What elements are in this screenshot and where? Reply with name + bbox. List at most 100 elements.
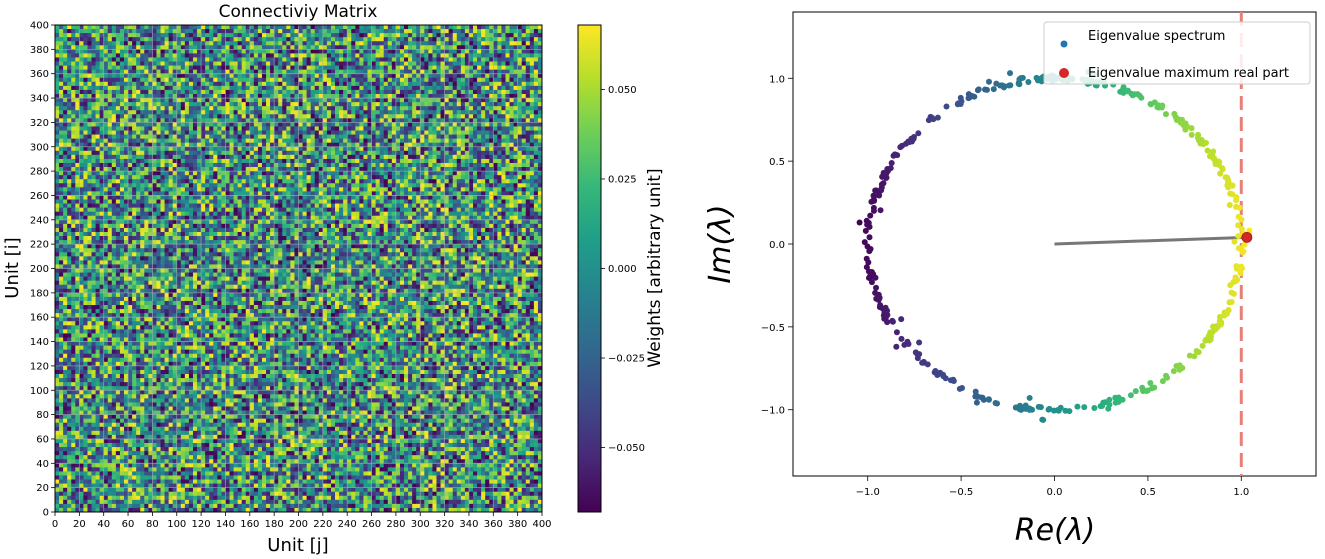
heatmap-cell bbox=[436, 171, 441, 176]
heatmap-cell bbox=[79, 122, 84, 127]
heatmap-cell bbox=[201, 146, 206, 152]
heatmap-cell bbox=[115, 162, 121, 168]
heatmap-cell bbox=[464, 130, 470, 135]
heatmap-cell bbox=[115, 142, 121, 148]
heatmap-cell bbox=[318, 85, 324, 91]
heatmap-cell bbox=[286, 134, 291, 139]
heatmap-cell bbox=[379, 179, 385, 184]
heatmap-cell bbox=[241, 61, 247, 66]
heatmap-cell bbox=[136, 114, 141, 119]
heatmap-cell bbox=[314, 53, 320, 58]
heatmap-cell bbox=[440, 158, 445, 164]
heatmap-cell bbox=[473, 110, 478, 115]
heatmap-cell bbox=[355, 122, 360, 127]
heatmap-cell bbox=[132, 61, 137, 66]
heatmap-cell bbox=[412, 175, 417, 180]
heatmap-cell bbox=[168, 49, 174, 54]
heatmap-cell bbox=[221, 93, 226, 99]
heatmap-cell bbox=[468, 154, 474, 160]
heatmap-cell bbox=[148, 162, 153, 168]
heatmap-cell bbox=[274, 162, 279, 168]
heatmap-cell bbox=[115, 106, 121, 111]
heatmap-cell bbox=[432, 122, 437, 127]
heatmap-cell bbox=[192, 191, 198, 196]
heatmap-cell bbox=[529, 45, 535, 50]
heatmap-cell bbox=[509, 53, 514, 58]
heatmap-cell bbox=[363, 61, 368, 66]
heatmap-cell bbox=[529, 37, 535, 42]
heatmap-cell bbox=[493, 150, 498, 156]
heatmap-cell bbox=[355, 187, 360, 192]
heatmap-cell bbox=[172, 85, 178, 91]
heatmap-cell bbox=[314, 158, 320, 164]
heatmap-cell bbox=[245, 49, 251, 54]
heatmap-cell bbox=[266, 93, 271, 99]
heatmap-cell bbox=[375, 146, 381, 152]
heatmap-cell bbox=[278, 93, 283, 99]
heatmap-cell bbox=[489, 29, 494, 34]
heatmap-cell bbox=[408, 77, 413, 83]
heatmap-cell bbox=[298, 179, 303, 184]
heatmap-cell bbox=[99, 126, 105, 131]
heatmap-cell bbox=[404, 126, 409, 131]
heatmap-cell bbox=[489, 183, 494, 188]
heatmap-cell bbox=[485, 102, 490, 107]
heatmap-cell bbox=[460, 29, 466, 34]
heatmap-cell bbox=[294, 102, 299, 107]
heatmap-cell bbox=[322, 126, 328, 131]
heatmap-cell bbox=[375, 53, 381, 58]
heatmap-cell bbox=[83, 179, 88, 184]
heatmap-cell bbox=[184, 167, 190, 172]
heatmap-cell bbox=[529, 183, 535, 188]
heatmap-cell bbox=[424, 162, 429, 168]
heatmap-cell bbox=[412, 146, 417, 152]
heatmap-cell bbox=[83, 77, 88, 83]
heatmap-cell bbox=[456, 171, 462, 176]
heatmap-cell bbox=[192, 41, 198, 46]
heatmap-cell bbox=[517, 130, 523, 135]
heatmap-cell bbox=[261, 102, 267, 107]
heatmap-cell bbox=[525, 73, 531, 79]
heatmap-cell bbox=[473, 81, 478, 87]
heatmap-cell bbox=[489, 138, 494, 144]
heatmap-cell bbox=[282, 89, 287, 95]
heatmap-cell bbox=[128, 167, 133, 172]
heatmap-cell bbox=[521, 154, 527, 160]
heatmap-cell bbox=[335, 25, 340, 30]
heatmap-cell bbox=[452, 25, 458, 30]
heatmap-cell bbox=[383, 130, 389, 135]
heatmap-cell bbox=[286, 179, 291, 184]
heatmap-cell bbox=[294, 150, 299, 156]
heatmap-cell bbox=[456, 175, 462, 180]
heatmap-cell bbox=[399, 81, 405, 87]
heatmap-cell bbox=[107, 154, 113, 160]
heatmap-cell bbox=[168, 93, 174, 99]
heatmap-cell bbox=[416, 65, 421, 70]
heatmap-cell bbox=[217, 167, 222, 172]
heatmap-cell bbox=[111, 187, 117, 192]
heatmap-cell bbox=[274, 179, 279, 184]
heatmap-cell bbox=[367, 53, 372, 58]
heatmap-cell bbox=[314, 110, 320, 115]
heatmap-cell bbox=[537, 49, 543, 54]
heatmap-cell bbox=[209, 69, 214, 75]
heatmap-cell bbox=[197, 138, 202, 144]
heatmap-cell bbox=[395, 187, 401, 192]
heatmap-cell bbox=[245, 114, 251, 119]
heatmap-cell bbox=[464, 187, 470, 192]
heatmap-cell bbox=[123, 142, 129, 148]
heatmap-cell bbox=[440, 61, 445, 66]
heatmap-cell bbox=[456, 106, 462, 111]
heatmap-cell bbox=[160, 191, 165, 196]
heatmap-cell bbox=[391, 138, 397, 144]
heatmap-cell bbox=[306, 150, 312, 156]
heatmap-cell bbox=[525, 175, 531, 180]
heatmap-cell bbox=[75, 167, 80, 172]
heatmap-cell bbox=[261, 122, 267, 127]
heatmap-cell bbox=[533, 130, 539, 135]
heatmap-cell bbox=[180, 65, 186, 70]
heatmap-cell bbox=[209, 138, 214, 144]
heatmap-cell bbox=[464, 146, 470, 152]
heatmap-cell bbox=[286, 81, 291, 87]
heatmap-cell bbox=[395, 110, 401, 115]
